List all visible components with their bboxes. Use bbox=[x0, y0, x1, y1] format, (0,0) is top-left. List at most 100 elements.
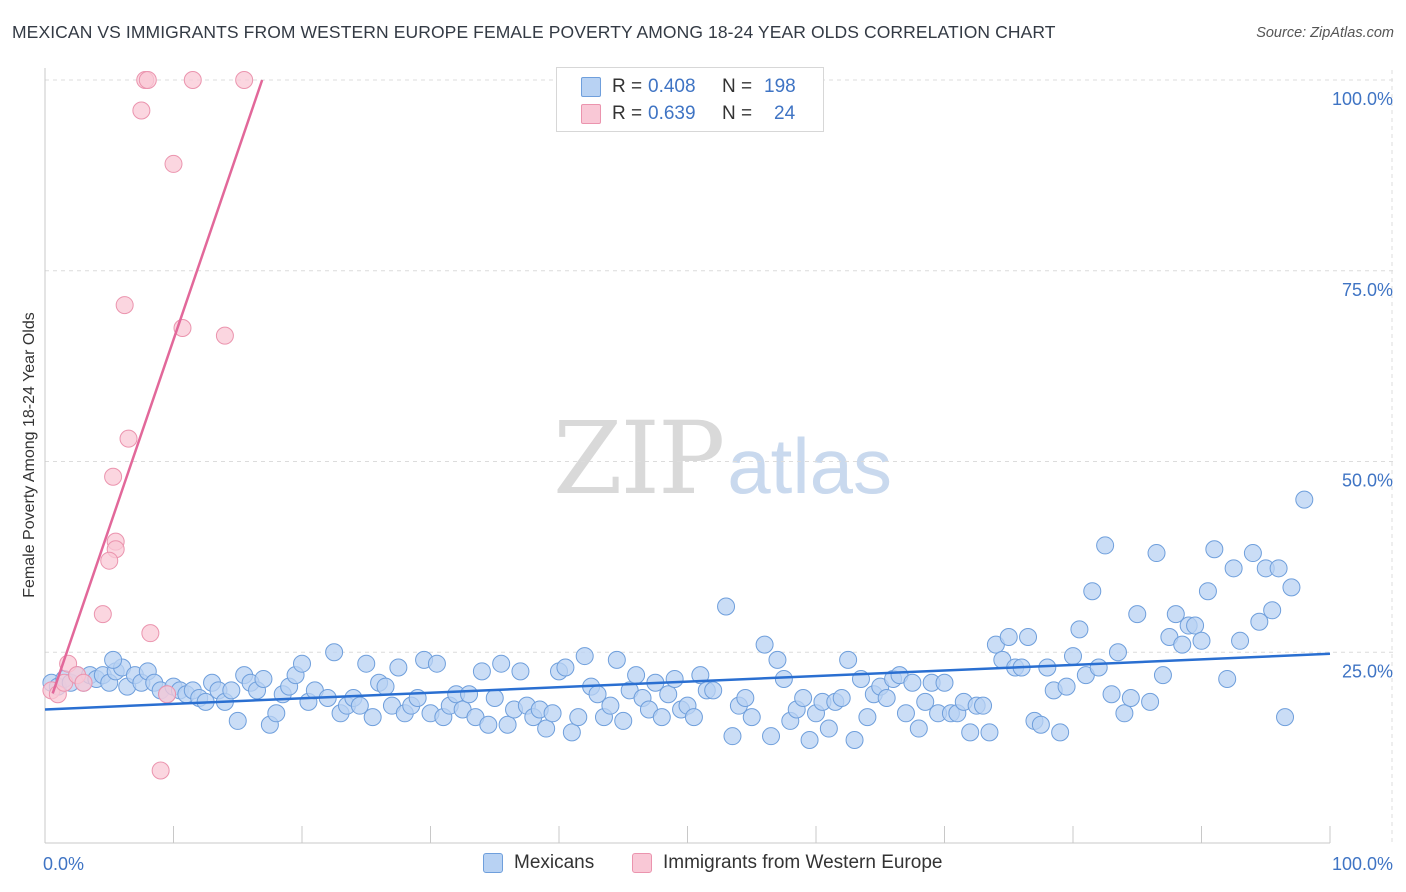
data-point-mexican bbox=[1102, 685, 1121, 704]
data-point-mexican bbox=[896, 704, 915, 723]
data-point-immigrant bbox=[104, 467, 123, 486]
data-point-immigrant bbox=[158, 685, 177, 704]
data-point-mexican bbox=[293, 654, 311, 673]
mexicans-swatch bbox=[483, 853, 503, 873]
legend-row-mexicans: R = 0.408 N = 198 bbox=[581, 75, 796, 99]
data-point-mexican bbox=[543, 704, 562, 723]
data-point-mexican bbox=[1128, 605, 1147, 624]
data-point-mexican bbox=[1064, 647, 1082, 666]
data-point-mexican bbox=[755, 635, 774, 654]
legend-item-mexicans[interactable]: Mexicans bbox=[483, 852, 594, 874]
x-tick-label-min: 0.0% bbox=[43, 854, 84, 874]
data-point-mexican bbox=[974, 696, 993, 715]
legend-item-immigrants[interactable]: Immigrants from Western Europe bbox=[632, 852, 942, 874]
data-point-mexican bbox=[511, 662, 530, 681]
data-point-immigrant bbox=[141, 624, 160, 643]
data-point-mexican bbox=[1019, 627, 1038, 646]
data-point-mexican bbox=[627, 666, 646, 685]
data-point-mexican bbox=[832, 689, 851, 708]
grid bbox=[45, 70, 1394, 843]
data-point-mexican bbox=[768, 650, 787, 669]
data-point-mexican bbox=[460, 685, 479, 704]
data-point-mexican bbox=[1096, 536, 1115, 555]
data-point-mexican bbox=[1276, 708, 1295, 727]
data-point-mexican bbox=[717, 597, 736, 616]
data-point-mexican bbox=[562, 723, 581, 742]
data-point-mexican bbox=[492, 654, 511, 673]
data-point-mexican bbox=[1166, 605, 1185, 624]
data-point-mexican bbox=[742, 708, 761, 727]
data-point-mexican bbox=[325, 643, 344, 662]
data-point-mexican bbox=[376, 677, 395, 696]
data-point-mexican bbox=[1070, 620, 1089, 639]
n-value: 24 bbox=[774, 103, 796, 124]
x-tick-label-max: 100.0% bbox=[1332, 854, 1393, 874]
data-point-mexican bbox=[691, 666, 710, 685]
immigrants-swatch bbox=[632, 853, 652, 873]
chart-title: MEXICAN VS IMMIGRANTS FROM WESTERN EUROP… bbox=[12, 22, 1056, 42]
data-point-mexican bbox=[794, 689, 813, 708]
y-tick-label: 100.0% bbox=[1332, 89, 1393, 109]
data-point-mexican bbox=[704, 681, 723, 700]
data-point-mexican bbox=[800, 730, 819, 749]
data-point-mexican bbox=[479, 715, 498, 734]
series-legend: Mexicans Immigrants from Western Europe bbox=[0, 852, 1406, 878]
data-point-immigrant bbox=[119, 429, 138, 448]
data-point-mexican bbox=[389, 658, 408, 677]
mexicans-swatch bbox=[581, 77, 601, 97]
data-point-mexican bbox=[350, 696, 369, 715]
data-point-mexican bbox=[1231, 631, 1250, 650]
data-point-immigrant bbox=[74, 673, 93, 692]
y-tick-label: 50.0% bbox=[1342, 471, 1393, 491]
data-point-mexican bbox=[980, 723, 999, 742]
data-point-mexican bbox=[575, 647, 594, 666]
data-point-mexican bbox=[1250, 612, 1269, 631]
data-point-mexican bbox=[228, 711, 247, 730]
data-point-mexican bbox=[485, 689, 504, 708]
legend-row-immigrants: R = 0.639 N = 24 bbox=[581, 102, 795, 126]
data-point-mexican bbox=[1141, 692, 1160, 711]
data-point-mexican bbox=[363, 708, 382, 727]
data-point-mexican bbox=[1295, 490, 1314, 509]
data-point-mexican bbox=[1205, 540, 1224, 559]
data-point-immigrant bbox=[138, 71, 157, 89]
r-label: R = bbox=[612, 103, 643, 124]
watermark-atlas: atlas bbox=[727, 422, 893, 510]
data-point-mexican bbox=[652, 708, 671, 727]
source-label: Source: ZipAtlas.com bbox=[1256, 25, 1394, 41]
trend-line-immigrants bbox=[51, 79, 264, 694]
data-point-mexican bbox=[254, 669, 273, 688]
data-point-immigrant bbox=[235, 71, 254, 89]
immigrants-swatch bbox=[581, 104, 601, 124]
data-point-mexican bbox=[665, 669, 684, 688]
data-point-mexican bbox=[723, 727, 742, 746]
watermark: ZIPatlas bbox=[553, 400, 892, 517]
data-point-mexican bbox=[1031, 715, 1050, 734]
axes bbox=[44, 68, 1331, 844]
data-point-immigrant bbox=[93, 605, 112, 624]
data-point-mexican bbox=[537, 719, 556, 738]
data-point-mexican bbox=[607, 650, 626, 669]
data-point-mexican bbox=[1186, 616, 1205, 635]
legend-label-mexicans: Mexicans bbox=[514, 852, 595, 873]
y-tick-label: 25.0% bbox=[1342, 661, 1393, 681]
data-point-mexican bbox=[839, 650, 858, 669]
r-value: 0.639 bbox=[648, 103, 696, 124]
data-point-mexican bbox=[1218, 669, 1237, 688]
watermark-zip: ZIP bbox=[553, 400, 725, 517]
data-point-mexican bbox=[736, 689, 755, 708]
data-point-mexican bbox=[877, 689, 896, 708]
data-point-mexican bbox=[1153, 666, 1172, 685]
data-point-immigrant bbox=[183, 71, 202, 89]
data-point-immigrant bbox=[151, 761, 170, 780]
n-label: N = bbox=[722, 103, 753, 124]
data-point-mexican bbox=[1198, 582, 1217, 601]
data-point-mexican bbox=[569, 708, 588, 727]
data-point-mexican bbox=[556, 658, 575, 677]
data-point-mexican bbox=[909, 719, 928, 738]
n-value: 198 bbox=[764, 76, 796, 97]
data-point-mexican bbox=[659, 685, 678, 704]
data-point-immigrant bbox=[164, 154, 183, 173]
data-point-mexican bbox=[999, 627, 1018, 646]
